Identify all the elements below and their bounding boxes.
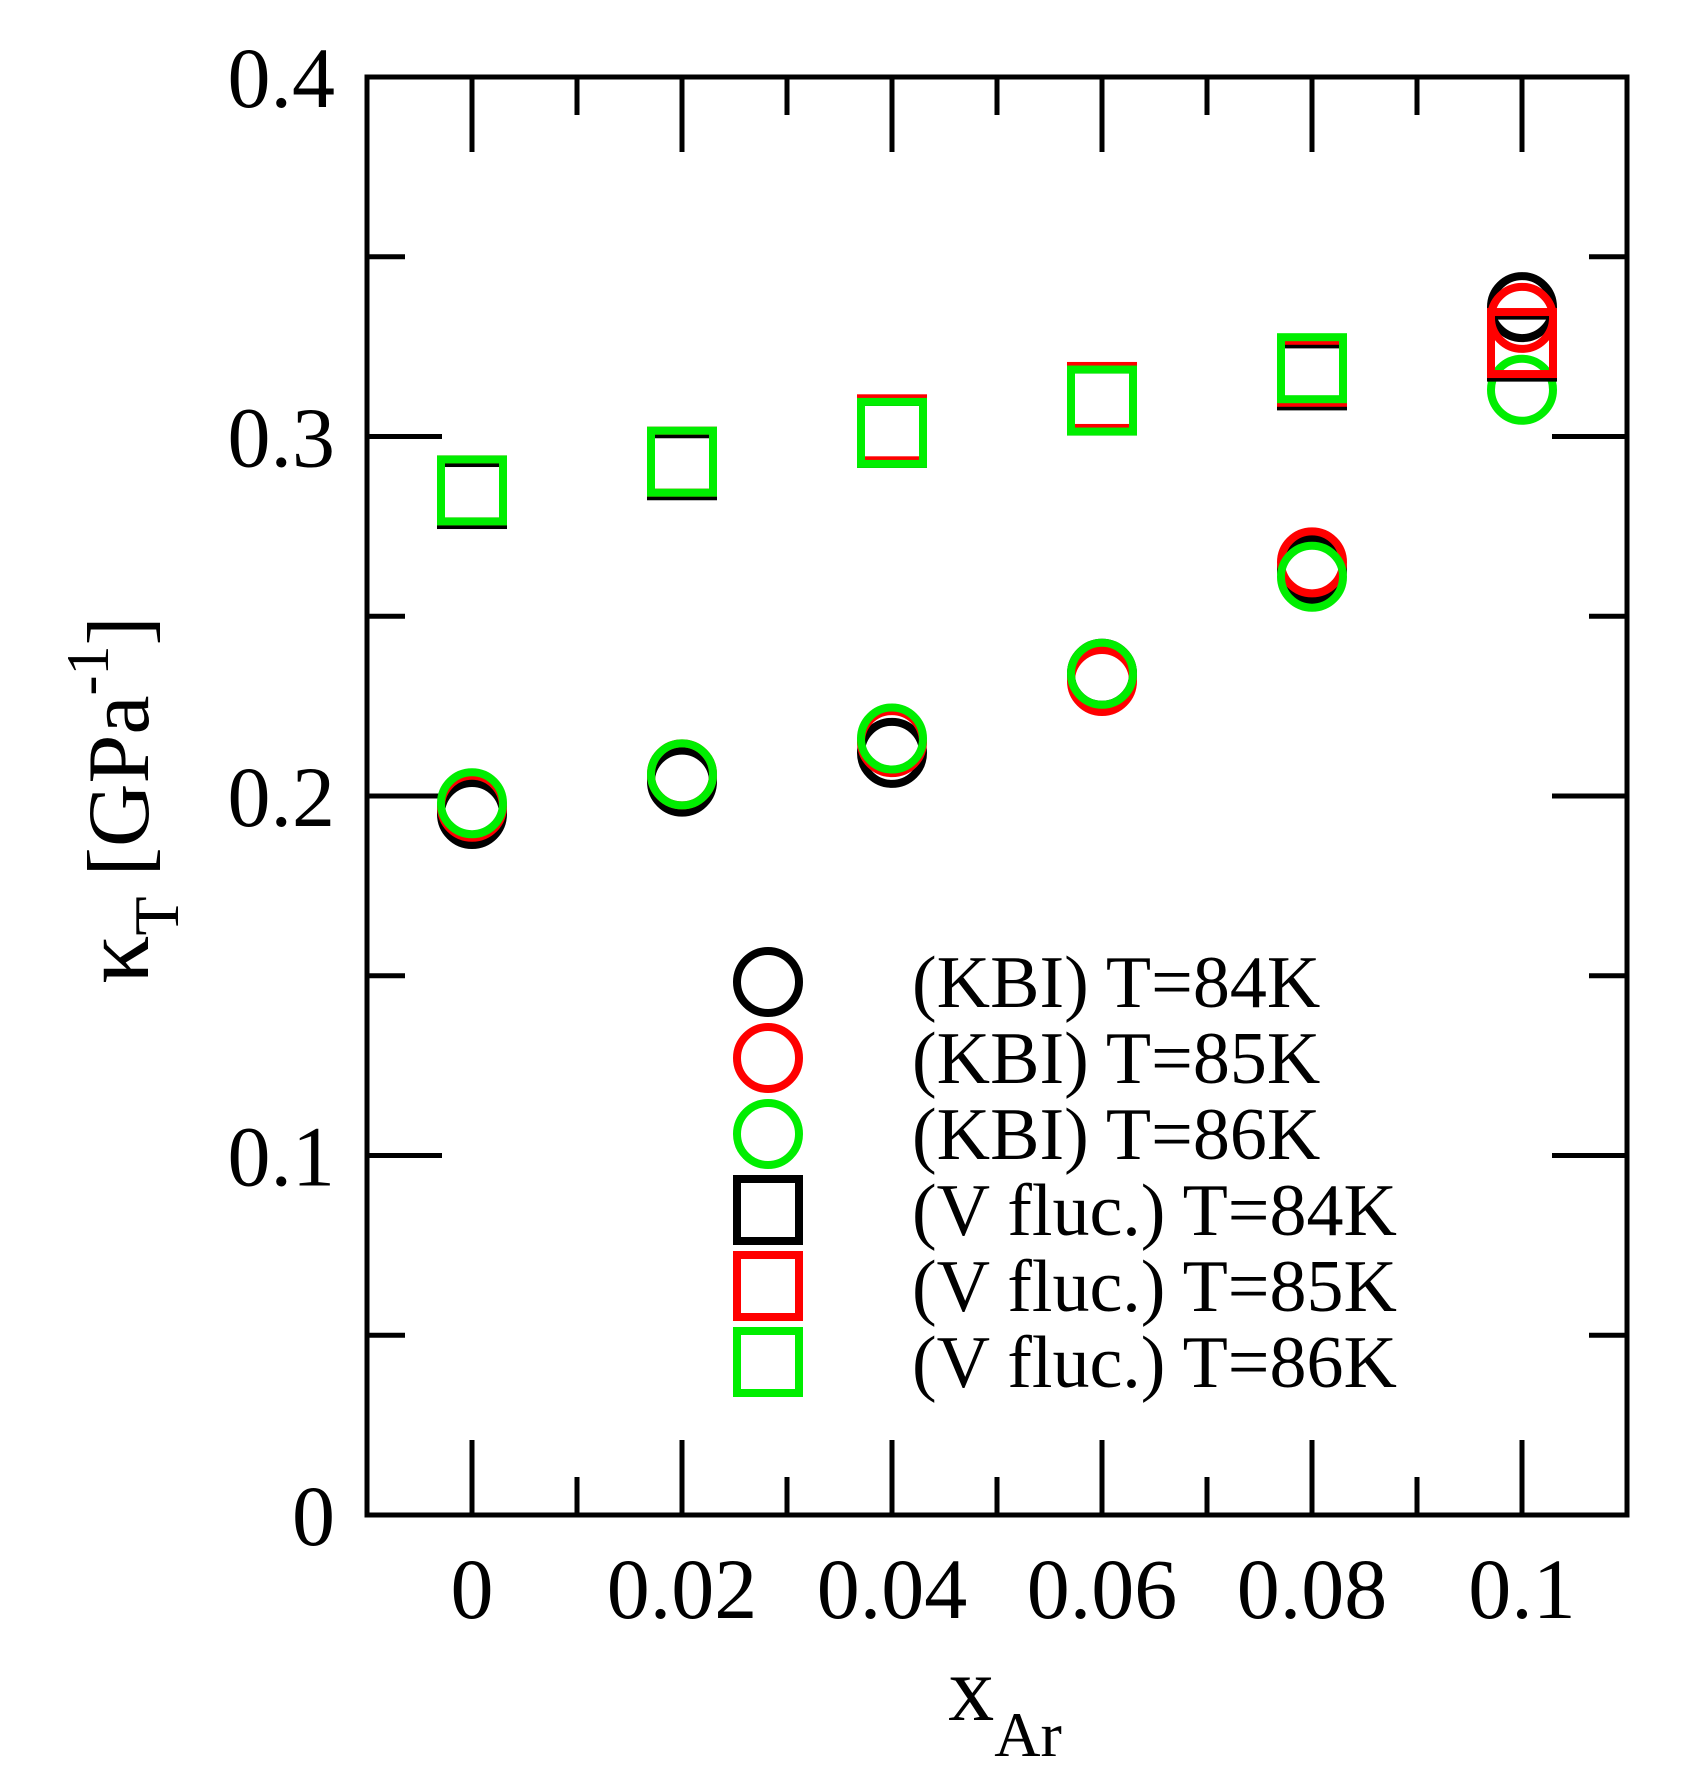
x-axis-title: xAr (948, 1638, 1062, 1770)
y-tick-label: 0.2 (228, 749, 336, 845)
legend-label: (V fluc.) T=84K (912, 1170, 1397, 1252)
data-point-square (1067, 365, 1137, 436)
data-point-square (857, 394, 927, 465)
y-tick-label: 0.3 (228, 390, 336, 486)
data-point-circle (437, 768, 507, 839)
x-tick-label: 0.02 (607, 1541, 758, 1637)
x-axis-title-sub: Ar (994, 1699, 1062, 1770)
y-axis-title-sub: T (121, 896, 192, 935)
x-tick-label: 0.08 (1237, 1541, 1388, 1637)
legend-label: (V fluc.) T=85K (912, 1246, 1397, 1328)
legend: (KBI) T=84K(KBI) T=85K(KBI) T=86K(V fluc… (733, 942, 1397, 1404)
legend-marker-circle (733, 1099, 803, 1169)
legend-marker-circle (733, 947, 803, 1017)
y-axis-title-main: κ (62, 935, 169, 983)
x-tick-label: 0 (451, 1541, 494, 1637)
data-point-square (437, 455, 507, 526)
y-axis-title: κT [GPa-1] (55, 616, 192, 984)
data-point-square (437, 459, 507, 530)
series-4 (437, 308, 1557, 526)
legend-label: (KBI) T=86K (912, 1094, 1320, 1176)
data-point-square (1067, 361, 1137, 432)
legend-label: (V fluc.) T=86K (912, 1322, 1397, 1404)
data-point-circle (647, 739, 717, 810)
y-tick-label: 0 (292, 1468, 335, 1564)
x-tick-label: 0.04 (817, 1541, 968, 1637)
data-point-square (1277, 333, 1347, 404)
series-5 (437, 333, 1347, 526)
series-0 (437, 272, 1557, 849)
legend-marker-circle (733, 1023, 803, 1093)
data-point-square (857, 397, 927, 468)
data-point-circle (857, 703, 927, 774)
legend-label: (KBI) T=84K (912, 942, 1320, 1024)
series-1 (437, 282, 1557, 842)
x-tick-label: 0.06 (1027, 1541, 1178, 1637)
data-point-square (437, 455, 507, 526)
data-point-square (1487, 308, 1557, 379)
y-axis-title-unit-open: [GPa (71, 695, 168, 876)
data-point-circle (1487, 354, 1557, 425)
y-axis-title-unit-close: ] (71, 616, 168, 645)
series-3 (437, 311, 1557, 530)
data-point-square (1277, 336, 1347, 407)
y-tick-label: 0.1 (228, 1109, 336, 1205)
legend-marker-square (733, 1251, 803, 1321)
data-point-square (1067, 365, 1137, 436)
series-2 (437, 354, 1557, 839)
data-point-square (647, 426, 717, 497)
data-point-circle (1277, 541, 1347, 612)
data-point-square (857, 397, 927, 468)
y-tick-label: 0.4 (228, 30, 336, 126)
legend-marker-square (733, 1327, 803, 1397)
data-point-circle (1067, 638, 1137, 709)
data-point-square (647, 430, 717, 501)
legend-label: (KBI) T=85K (912, 1018, 1320, 1100)
data-points-layer (437, 272, 1557, 849)
x-axis-title-main: x (948, 1638, 994, 1740)
tick-labels-layer: 0 0.02 0.04 0.06 0.08 0.1 0 0.1 0.2 0.3 0.4 (228, 30, 1576, 1637)
x-tick-label: 0.1 (1468, 1541, 1576, 1637)
data-point-square (647, 426, 717, 497)
axis-ticks-layer (367, 74, 1627, 1518)
legend-marker-square (733, 1175, 803, 1245)
y-axis-title-sup: -1 (55, 646, 121, 696)
